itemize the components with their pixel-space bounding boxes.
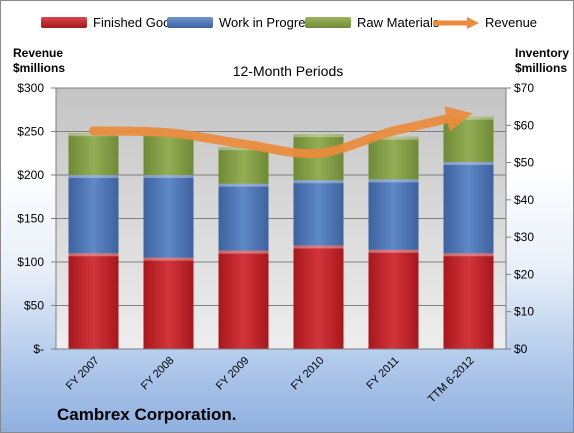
bar-highlight: [368, 136, 419, 140]
legend-swatch-finished-goods: [41, 17, 87, 28]
y-left-tick-label: $100: [17, 255, 44, 269]
y-left-tick-label: $300: [17, 81, 44, 95]
company-name: Cambrex Corporation.: [57, 405, 237, 424]
legend-line-revenue: [433, 16, 479, 29]
bar-highlight: [218, 183, 269, 187]
bar-highlight: [368, 179, 419, 183]
bar-raw-materials: [143, 133, 194, 175]
chart-subtitle: 12-Month Periods: [232, 63, 344, 79]
left-axis-title-line1: Revenue: [13, 46, 64, 60]
chart-svg: $- $50 $100 $150 $200 $250 $300 $0 $10 $20 $30 $40 $…: [17, 81, 534, 401]
bar-highlight: [293, 134, 344, 138]
bar-finished-goods: [443, 253, 494, 349]
left-axis-title-line2: $millions: [13, 61, 66, 75]
revenue-line: [89, 106, 473, 159]
legend-item-raw-materials: Raw Materials: [305, 15, 439, 30]
bar-highlight: [443, 116, 494, 120]
bar-raw-materials: [68, 133, 119, 175]
y-left-tick-label: $200: [17, 168, 44, 182]
right-axis-title-line2: $millions: [515, 61, 568, 75]
x-tick-label: FY 2008: [139, 355, 177, 393]
x-tick-label: FY 2009: [214, 355, 252, 393]
bar-work-in-progress: [218, 183, 269, 251]
bar-highlight: [293, 180, 344, 184]
bar-highlight: [143, 175, 194, 178]
bar-finished-goods: [368, 249, 419, 349]
legend-item-work-in-progress: Work in Progress: [167, 15, 318, 30]
bar-highlight: [218, 250, 269, 254]
bars: [68, 116, 494, 349]
legend-label: Revenue: [485, 15, 538, 30]
bar-finished-goods: [293, 245, 344, 349]
legend-label: Work in Progress: [219, 15, 319, 30]
bar-highlight: [443, 253, 494, 257]
x-tick-label: FY 2011: [364, 355, 401, 392]
bar-work-in-progress: [443, 161, 494, 254]
x-tick-label: TTM 6-2012: [426, 355, 477, 401]
bar-highlight: [368, 249, 419, 253]
bar-finished-goods: [68, 253, 119, 349]
legend-swatch-work-in-progress: [167, 17, 213, 28]
bar-finished-goods: [143, 257, 194, 349]
bar-highlight: [68, 253, 119, 257]
bar-finished-goods: [218, 250, 269, 349]
y-left-tick-label: $150: [17, 212, 44, 226]
legend-item-revenue: Revenue: [433, 15, 537, 30]
legend-label: Raw Materials: [357, 15, 440, 30]
legend-label: Finished Goods: [93, 15, 185, 30]
y-left-tick-label: $50: [24, 299, 44, 313]
bar-work-in-progress: [68, 175, 119, 254]
bar-highlight: [68, 175, 119, 178]
revenue-line-arrowhead: [444, 106, 473, 132]
right-axis-title: Inventory $millions: [515, 46, 569, 76]
bar-highlight: [443, 161, 494, 165]
x-tick-label: FY 2007: [64, 355, 102, 393]
x-tick-label: FY 2010: [289, 355, 327, 393]
y-right-tick-label: $0: [514, 342, 528, 356]
bar-highlight: [293, 245, 344, 249]
y-right-tick-label: $70: [514, 81, 534, 95]
legend: Finished Goods Work in Progress Raw Mate…: [1, 15, 573, 35]
legend-swatch-raw-materials: [305, 17, 351, 28]
y-left-tick-label: $-: [33, 342, 44, 356]
y-left-tick-label: $250: [17, 125, 44, 139]
bar-work-in-progress: [368, 179, 419, 250]
y-right-tick-label: $40: [514, 193, 534, 207]
left-axis-title: Revenue $millions: [13, 46, 65, 76]
y-right-tick-label: $60: [514, 118, 534, 132]
bar-work-in-progress: [143, 175, 194, 258]
y-right-tick-label: $20: [514, 267, 534, 281]
y-right-tick-label: $30: [514, 230, 534, 244]
y-right-tick-label: $10: [514, 305, 534, 319]
bar-highlight: [143, 257, 194, 261]
bar-work-in-progress: [293, 180, 344, 246]
bar-raw-materials: [218, 147, 269, 184]
legend-item-finished-goods: Finished Goods: [41, 15, 184, 30]
bar-highlight: [218, 147, 269, 151]
y-right-tick-label: $50: [514, 156, 534, 170]
right-axis-title-line1: Inventory: [515, 46, 570, 60]
bar-raw-materials: [368, 136, 419, 180]
